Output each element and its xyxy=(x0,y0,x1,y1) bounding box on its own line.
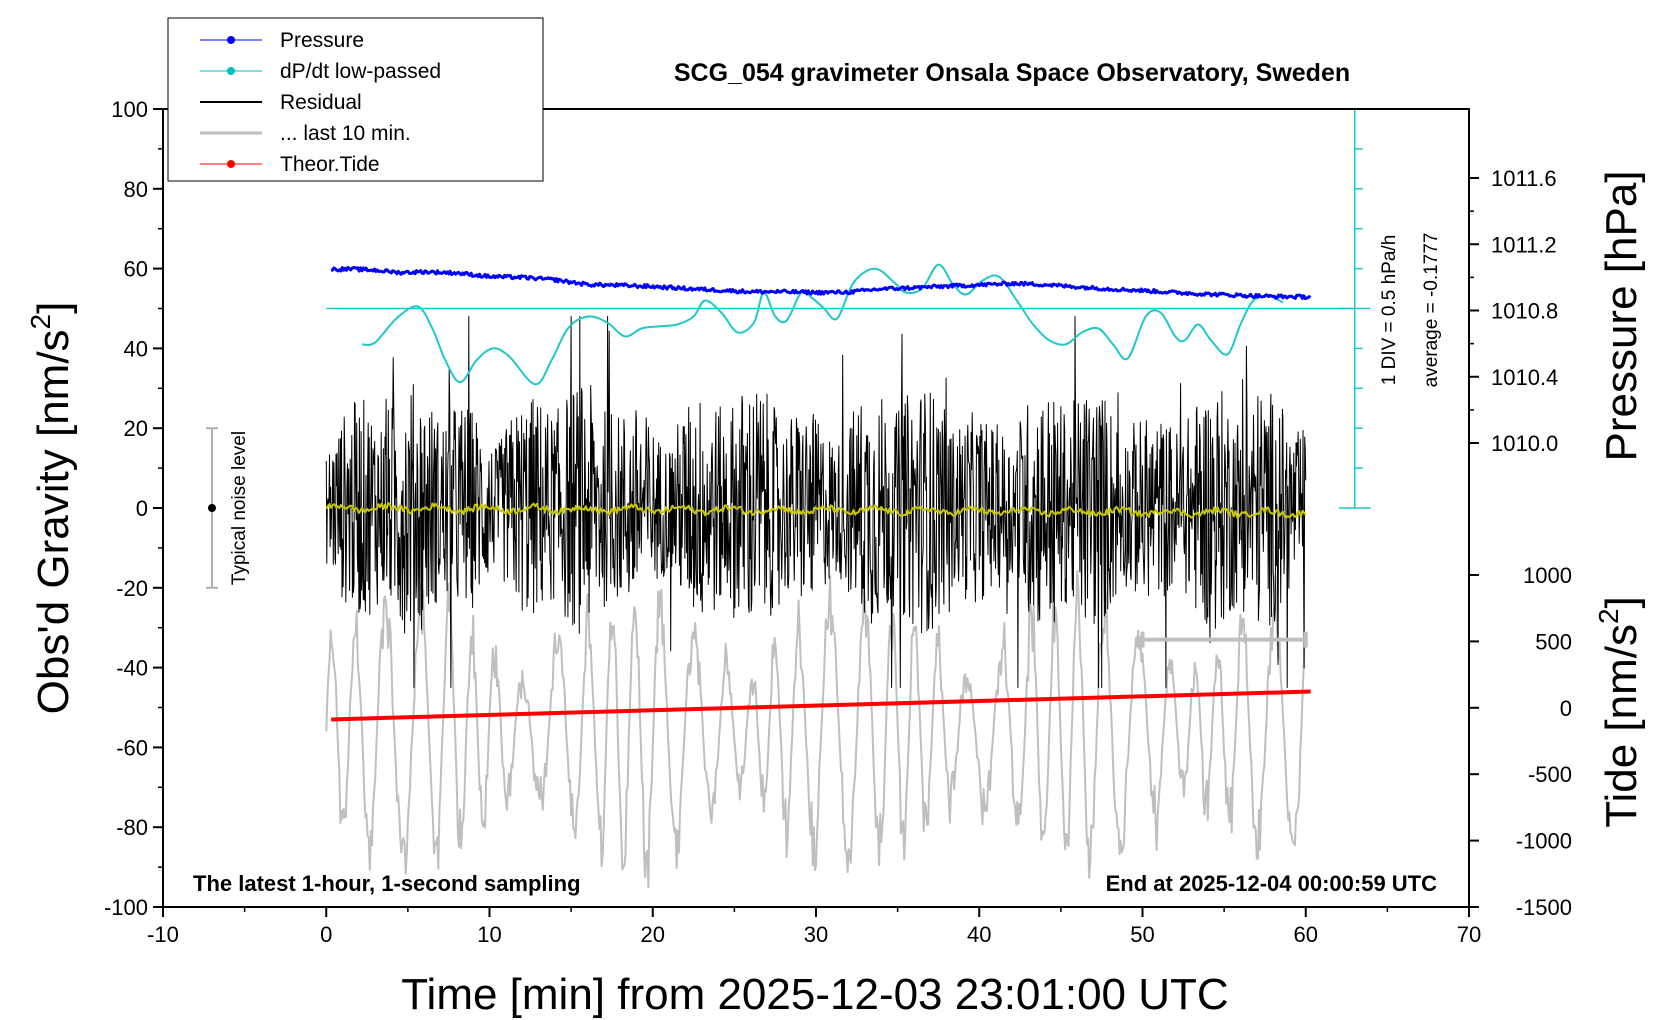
x-tick-label: 10 xyxy=(477,922,501,947)
tide-tick-label: 0 xyxy=(1560,696,1572,721)
annotation-end-time: End at 2025-12-04 00:00:59 UTC xyxy=(1106,871,1437,896)
x-axis-label: Time [min] from 2025-12-03 23:01:00 UTC xyxy=(401,970,1228,1019)
tide-tick-label: 500 xyxy=(1535,629,1572,654)
y-tick-label: 0 xyxy=(136,496,148,521)
legend-box xyxy=(167,17,544,182)
y-tick-label: -60 xyxy=(116,735,148,760)
legend-marker xyxy=(227,36,235,44)
tide-tick-label: -1000 xyxy=(1516,829,1572,854)
y-axis-label-left-end: ] xyxy=(29,302,78,314)
y-axis-label-tide-end: ] xyxy=(1597,596,1646,608)
y-axis-label-left-sup: 2 xyxy=(25,314,56,330)
legend-label: Residual xyxy=(280,91,362,114)
x-tick-label: 30 xyxy=(804,922,828,947)
series-pressure xyxy=(330,265,1312,301)
y-axis-label-tide-text: Tide [nm/s xyxy=(1597,624,1646,828)
x-tick-label: 40 xyxy=(967,922,991,947)
legend-label: Theor.Tide xyxy=(280,153,380,176)
x-tick-label: 20 xyxy=(641,922,665,947)
y-axis-label-tide: Tide [nm/s2] xyxy=(1593,596,1646,828)
pressure-tick-label: 1010.0 xyxy=(1491,431,1558,456)
y-axis-label-left: Obs'd Gravity [nm/s2] xyxy=(25,302,78,715)
series-last-10-min xyxy=(325,570,1307,889)
chart-title: SCG_054 gravimeter Onsala Space Observat… xyxy=(674,59,1350,87)
tide-tick-label: -1500 xyxy=(1516,895,1572,920)
x-tick-label: 70 xyxy=(1457,922,1481,947)
y-tick-label: 40 xyxy=(124,336,148,361)
y-tick-label: 20 xyxy=(124,416,148,441)
legend-label: ... last 10 min. xyxy=(280,122,411,145)
axis-layer: -10 0 10 20 30 40 50 60 70-100-80-60-40-20020406… xyxy=(104,97,1572,947)
noise-level-label: Typical noise level xyxy=(229,431,250,585)
pressure-tick-label: 1010.8 xyxy=(1491,299,1558,324)
pressure-tick-label: 1011.2 xyxy=(1491,232,1557,257)
y-axis-label-left-text: Obs'd Gravity [nm/s xyxy=(29,329,78,714)
x-tick-label: 0 xyxy=(320,922,332,947)
legend-label: Pressure xyxy=(280,29,364,52)
y-axis-label-pressure: Pressure [hPa] xyxy=(1597,170,1646,461)
series-residual-smoothed xyxy=(325,502,1307,519)
pressure-tick-label: 1011.6 xyxy=(1491,166,1557,191)
dpdt-average-label: average = -0.1777 xyxy=(1421,233,1442,388)
y-tick-label: 80 xyxy=(124,177,148,202)
y-tick-label: -80 xyxy=(116,815,148,840)
noise-bar-center xyxy=(207,504,216,512)
series-dpdt xyxy=(362,263,1284,386)
pressure-tick-label: 1010.4 xyxy=(1491,365,1558,390)
annotation-sampling: The latest 1-hour, 1-second sampling xyxy=(193,871,581,896)
y-tick-label: 60 xyxy=(124,257,148,282)
x-tick-label: -10 xyxy=(147,922,179,947)
y-tick-label: -40 xyxy=(116,656,148,681)
data-layer xyxy=(205,108,1371,889)
y-tick-label: -20 xyxy=(116,576,148,601)
legend-marker xyxy=(227,67,235,75)
legend-label: dP/dt low-passed xyxy=(280,60,441,83)
dpdt-div-label: 1 DIV = 0.5 hPa/h xyxy=(1379,235,1400,386)
y-tick-label: -100 xyxy=(104,895,148,920)
x-tick-label: 50 xyxy=(1130,922,1154,947)
legend: Pressure dP/dt low-passed Residual ... last… xyxy=(167,17,544,182)
series-theor-tide xyxy=(331,689,1311,722)
legend-marker xyxy=(227,160,235,168)
tide-tick-label: 1000 xyxy=(1523,563,1572,588)
y-axis-label-tide-sup: 2 xyxy=(1593,608,1624,624)
tide-tick-label: -500 xyxy=(1528,762,1572,787)
y-tick-label: 100 xyxy=(111,97,148,122)
x-tick-label: 60 xyxy=(1294,922,1318,947)
